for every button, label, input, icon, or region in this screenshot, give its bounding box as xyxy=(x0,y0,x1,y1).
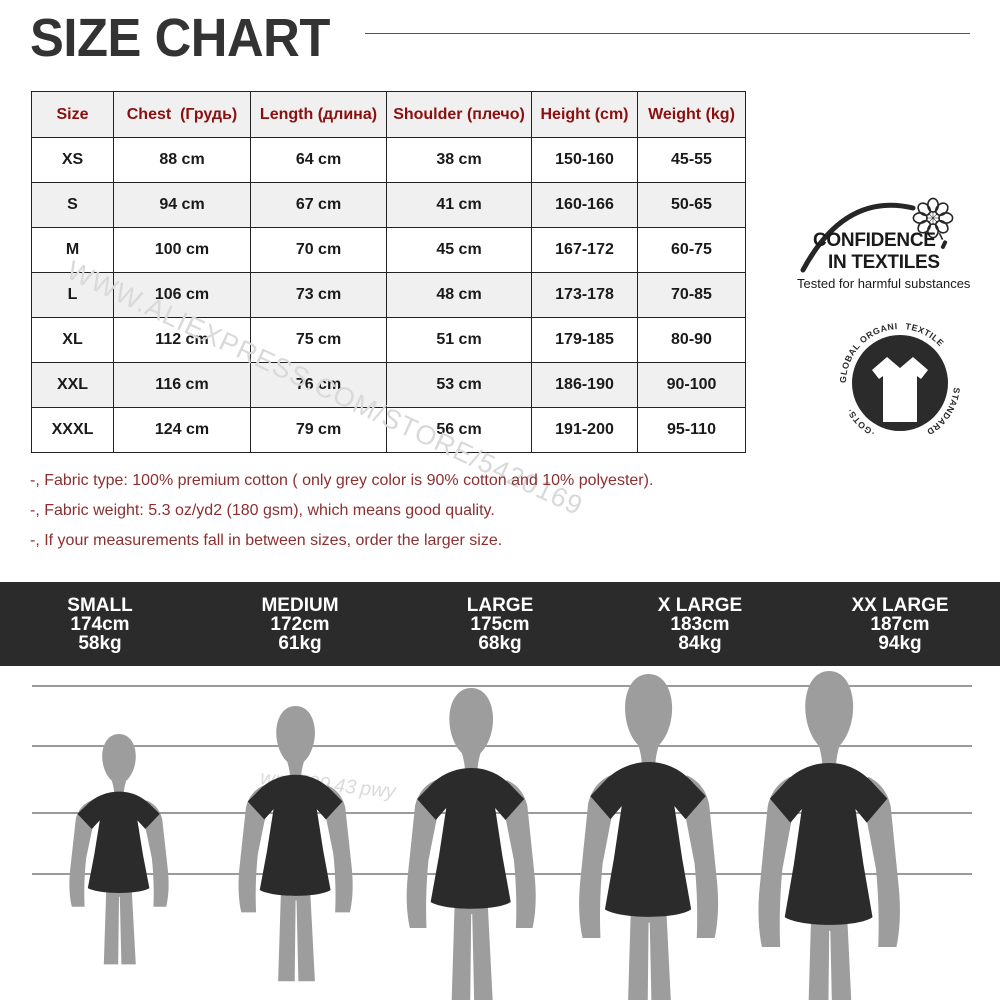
svg-text:IN TEXTILES: IN TEXTILES xyxy=(828,252,940,273)
svg-text:CONFIDENCE: CONFIDENCE xyxy=(813,230,936,251)
svg-text:Tested for harmful substances: Tested for harmful substances xyxy=(797,276,971,291)
